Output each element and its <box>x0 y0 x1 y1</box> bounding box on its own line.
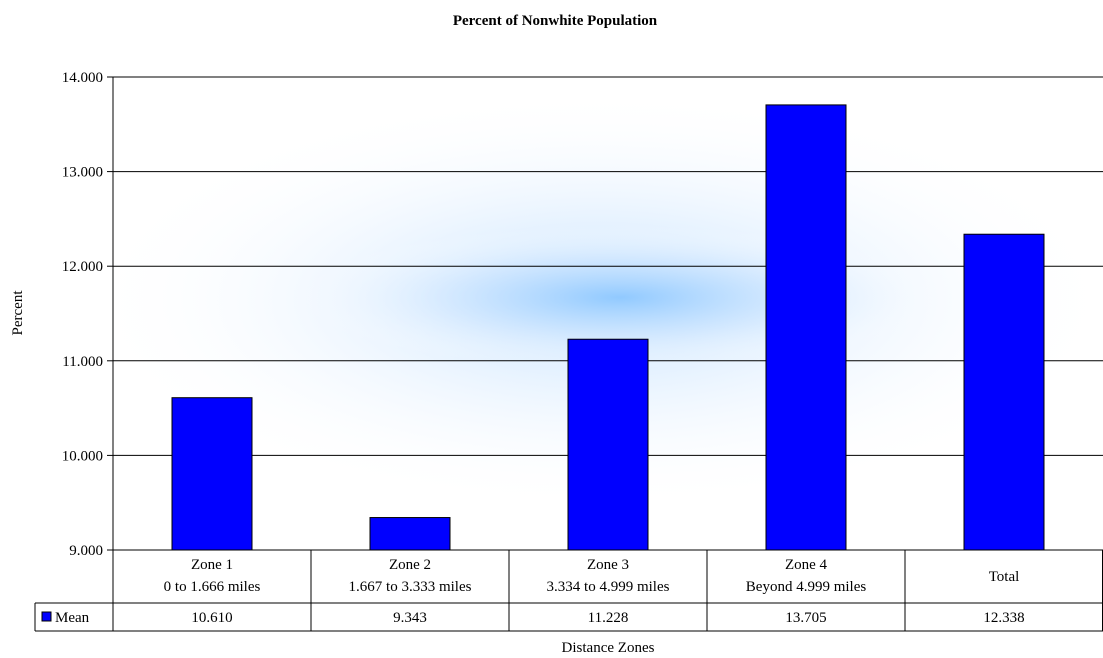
y-tick-label: 13.000 <box>62 165 103 181</box>
category-label: Zone 1 <box>191 557 233 573</box>
y-tick-label: 9.000 <box>69 543 103 559</box>
bar <box>963 233 1045 551</box>
category-label: 3.334 to 4.999 miles <box>547 579 670 595</box>
category-label: Zone 3 <box>587 557 629 573</box>
y-axis-label: Percent <box>10 290 26 336</box>
category-label: Total <box>989 569 1020 585</box>
legend-swatch <box>41 611 52 622</box>
data-label: 13.705 <box>785 610 826 626</box>
data-label: 11.228 <box>588 610 629 626</box>
y-tick-label: 11.000 <box>62 354 103 370</box>
bar <box>567 338 649 551</box>
data-label: 9.343 <box>393 610 427 626</box>
category-label: 1.667 to 3.333 miles <box>349 579 472 595</box>
category-label: 0 to 1.666 miles <box>164 579 261 595</box>
y-tick-label: 12.000 <box>62 259 103 275</box>
legend-label: Mean <box>55 610 90 626</box>
data-table: Zone 1 0 to 1.666 miles Zone 2 1.667 to 3.3… <box>34 549 1103 632</box>
data-label: 10.610 <box>191 610 232 626</box>
category-label: Zone 2 <box>389 557 431 573</box>
category-label: Beyond 4.999 miles <box>746 579 867 595</box>
bar <box>765 104 847 551</box>
bar <box>171 397 253 551</box>
bar <box>369 517 451 551</box>
x-axis-label: Distance Zones <box>562 640 655 656</box>
bars <box>171 104 1045 551</box>
category-label: Zone 4 <box>785 557 828 573</box>
y-tick-label: 10.000 <box>62 448 103 464</box>
y-tick-label: 14.000 <box>62 70 103 86</box>
data-label: 12.338 <box>983 610 1024 626</box>
y-axis-ticks: 9.000 10.000 11.000 12.000 13.000 14.000 <box>62 70 113 559</box>
chart-title: Percent of Nonwhite Population <box>453 13 658 29</box>
